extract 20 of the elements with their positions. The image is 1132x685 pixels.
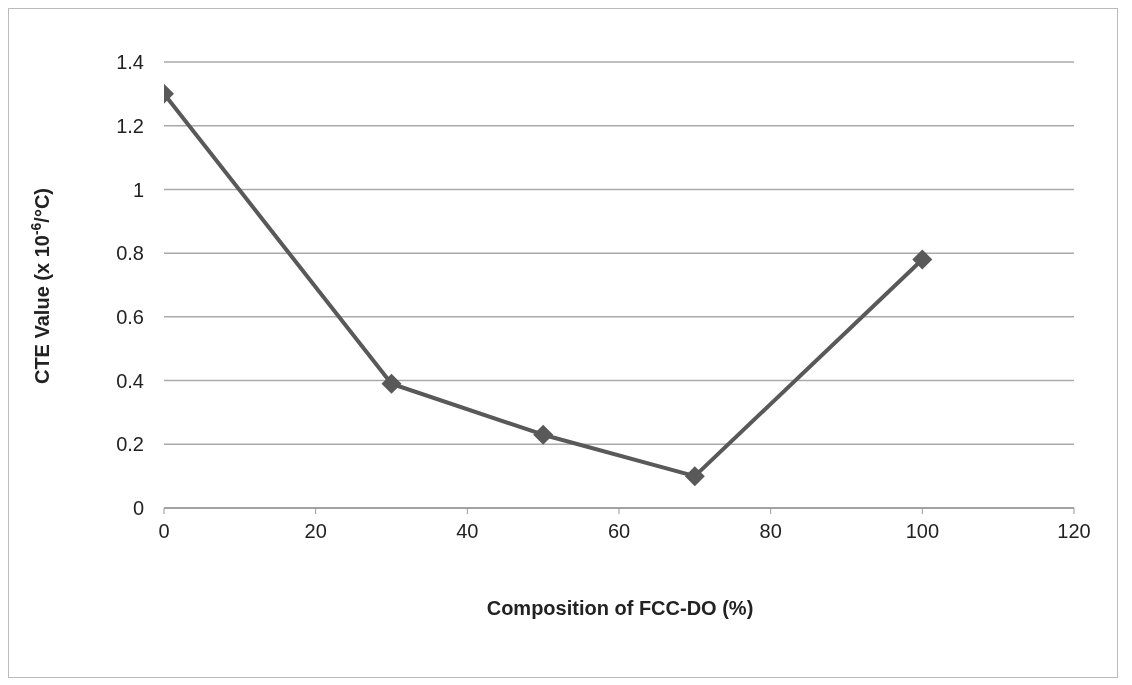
y-tick-label: 1 <box>132 178 144 201</box>
point <box>533 424 554 445</box>
x-tick-label: 120 <box>1057 520 1091 543</box>
y-tick-label: 0 <box>132 497 144 520</box>
x-tick-label: 80 <box>759 520 782 543</box>
y-tick-label: 1.2 <box>116 114 144 137</box>
y-tick-label: 0.4 <box>116 369 144 392</box>
x-tick-label: 40 <box>456 520 479 543</box>
y-tick-label: 0.8 <box>116 242 144 265</box>
x-axis-title: Composition of FCC-DO (%) <box>486 597 754 619</box>
y-tick-label: 0.6 <box>116 305 144 328</box>
x-tick-label: 20 <box>304 520 327 543</box>
point <box>912 249 933 270</box>
y-tick-label: 1.4 <box>116 51 144 74</box>
point <box>381 373 402 394</box>
x-tick-label: 0 <box>158 520 170 543</box>
y-tick-label: 0.2 <box>116 433 144 456</box>
x-tick-label: 100 <box>905 520 940 543</box>
x-tick-label: 60 <box>607 520 631 543</box>
point <box>684 466 705 487</box>
